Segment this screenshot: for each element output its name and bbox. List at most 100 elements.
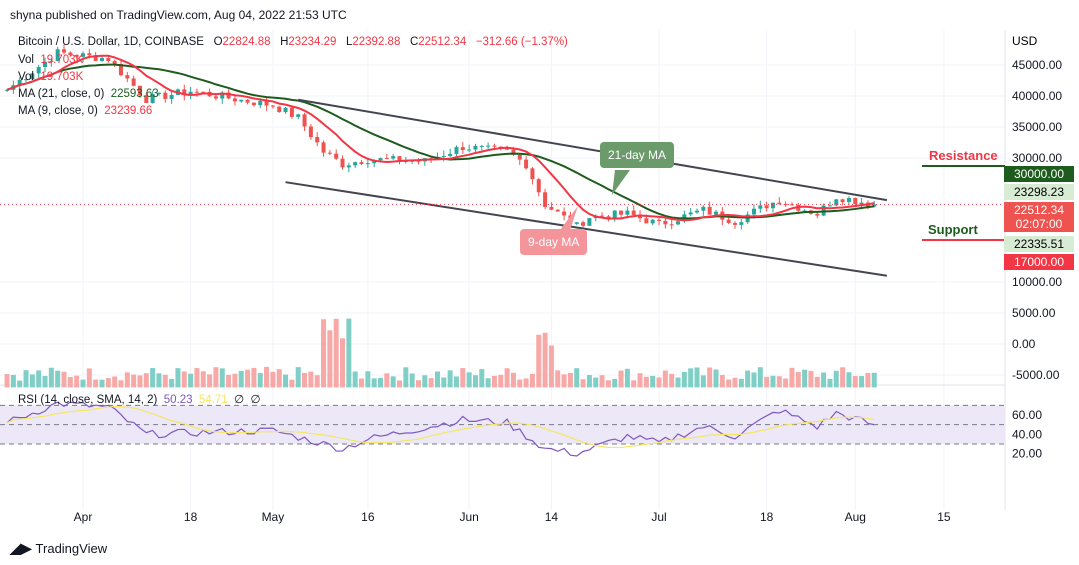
volume-bar — [327, 330, 333, 388]
candle-body — [416, 160, 421, 162]
date-tick: 14 — [545, 510, 559, 524]
candle-body — [201, 91, 206, 93]
rsi-legend: RSI (14, close, SMA, 14, 2) 50.23 54.71 … — [18, 393, 261, 407]
volume-bar — [181, 371, 187, 388]
candle-body — [232, 98, 237, 102]
candle-body — [239, 99, 244, 102]
volume-bar — [555, 370, 561, 388]
candle-body — [619, 210, 624, 215]
ma21-legend: MA (21, close, 0) 22593.63 — [18, 87, 159, 101]
rsi-sma-value: 54.71 — [198, 394, 228, 406]
trendline — [285, 181, 888, 277]
vol-label: Vol — [18, 54, 34, 66]
tradingview-logo[interactable]: ◢▶ TradingView — [10, 540, 107, 557]
date-tick: Jun — [459, 510, 478, 524]
date-tick: May — [262, 510, 285, 524]
candle-body — [188, 91, 193, 95]
candle-body — [657, 219, 662, 221]
candle-body — [562, 211, 567, 216]
volume-bar — [460, 368, 466, 388]
candle-body — [555, 209, 560, 212]
volume-bar — [67, 376, 73, 388]
price-tick: 10000.00 — [1012, 275, 1062, 289]
candle-body — [346, 165, 351, 168]
open-value: 22824.88 — [222, 36, 271, 48]
volume-bar — [472, 375, 478, 388]
candle-body — [492, 145, 497, 147]
candle-body — [517, 154, 522, 160]
vol-legend-2: Vol 19.703K — [18, 70, 83, 84]
volume-bar — [707, 367, 713, 388]
rsi-value: 50.23 — [163, 394, 193, 406]
price-tick: 0.00 — [1012, 337, 1036, 351]
price-chart[interactable]: 45000.00 40000.00 35000.00 30000.00 10000.00… — [0, 30, 1079, 540]
candle-body — [131, 78, 136, 86]
volume-bar — [213, 367, 219, 388]
high-value: 23234.29 — [288, 36, 337, 48]
volume-bar — [726, 379, 732, 388]
ma9-line — [6, 54, 875, 222]
volume-bar — [80, 379, 86, 388]
volume-bar — [390, 376, 396, 388]
volume-bar — [194, 368, 200, 388]
date-tick: Aug — [845, 510, 866, 524]
volume-bar — [833, 370, 839, 388]
symbol-label: Bitcoin / U.S. Dollar, 1D, COINBASE — [18, 36, 204, 48]
candle-body — [454, 147, 459, 154]
candle-body — [43, 61, 48, 68]
candle-body — [125, 75, 130, 79]
candle-body — [751, 208, 756, 215]
volume-bar — [143, 373, 149, 388]
candle-body — [270, 105, 275, 107]
volume-bar — [700, 375, 706, 388]
volume-bar — [276, 369, 282, 388]
date-tick: Jul — [651, 510, 666, 524]
volume-bar — [827, 378, 833, 388]
rsi-tick: 20.00 — [1012, 447, 1042, 461]
volume-bar — [264, 366, 270, 388]
volume-bar — [536, 334, 542, 388]
candle-body — [220, 92, 225, 99]
volume-bar — [314, 375, 320, 388]
volume-bar — [86, 368, 92, 388]
volume-bar — [770, 375, 776, 388]
volume-bar — [523, 378, 529, 388]
volume-bar — [789, 367, 795, 388]
volume-bar — [321, 319, 327, 388]
volume-bar — [93, 379, 99, 388]
volume-bar — [548, 345, 554, 388]
volume-bar — [137, 375, 143, 388]
price-tick: 5000.00 — [1012, 306, 1056, 320]
volume-bar — [586, 375, 592, 388]
candle-body — [638, 215, 643, 219]
volume-bar — [574, 368, 580, 388]
volume-bar — [434, 371, 440, 388]
brand-name: TradingView — [35, 541, 108, 556]
candle-body — [93, 55, 98, 61]
price-tick: 35000.00 — [1012, 120, 1062, 134]
rsi-tick: 60.00 — [1012, 408, 1042, 422]
volume-bar — [846, 372, 852, 388]
volume-bar — [10, 374, 16, 388]
candle-body — [99, 58, 104, 61]
candle-body — [448, 153, 453, 157]
rsi-band — [0, 405, 1005, 444]
volume-bar — [169, 379, 175, 388]
candle-body — [549, 206, 554, 210]
candle-body — [701, 206, 706, 211]
candle-body — [378, 158, 383, 161]
candle-body — [49, 60, 54, 62]
volume-bar — [219, 368, 225, 388]
volume-bar — [694, 367, 700, 388]
ohlc-legend: Bitcoin / U.S. Dollar, 1D, COINBASE O228… — [18, 35, 568, 49]
candle-body — [163, 92, 168, 99]
candle-body — [68, 52, 73, 55]
volume-bar — [156, 373, 162, 388]
candle-body — [17, 79, 22, 86]
resistance-label: Resistance — [929, 148, 998, 163]
volume-bar — [42, 375, 48, 388]
candle-body — [606, 216, 611, 219]
candle-body — [30, 73, 35, 80]
volume-bar — [504, 368, 510, 388]
volume-bar — [732, 377, 738, 388]
